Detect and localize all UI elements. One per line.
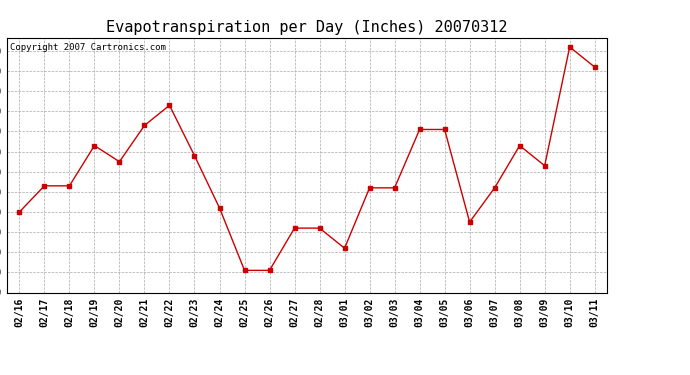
Title: Evapotranspiration per Day (Inches) 20070312: Evapotranspiration per Day (Inches) 2007… — [106, 20, 508, 35]
Text: Copyright 2007 Cartronics.com: Copyright 2007 Cartronics.com — [10, 43, 166, 52]
